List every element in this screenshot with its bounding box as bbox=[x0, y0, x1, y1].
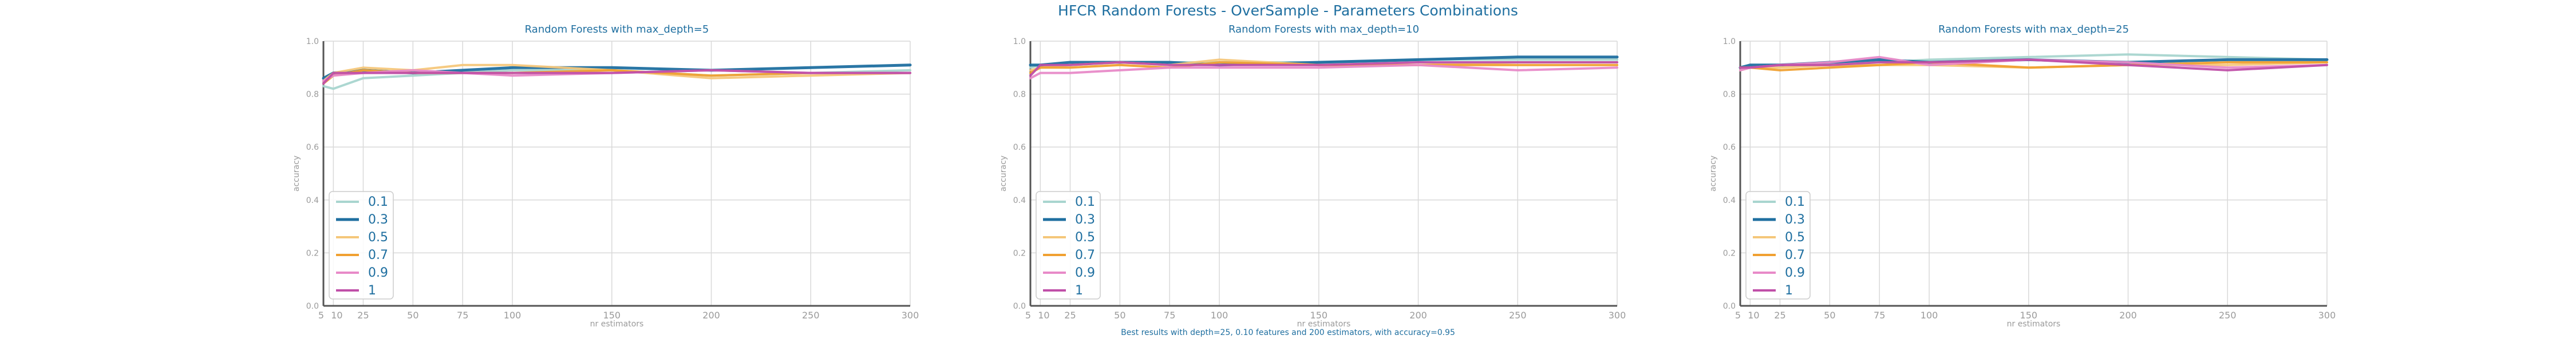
x-tick-label: 250 bbox=[802, 310, 820, 321]
y-tick-label: 0.2 bbox=[306, 249, 319, 258]
legend-label: 0.3 bbox=[1785, 213, 1805, 227]
x-tick-label: 250 bbox=[2219, 310, 2237, 321]
legend-label: 0.5 bbox=[368, 230, 388, 245]
legend-label: 1 bbox=[368, 284, 376, 298]
y-tick-label: 0.8 bbox=[1013, 90, 1026, 99]
chart-panel-3: 0.0 0.2 0.4 0.6 0.8 1.0 5 10 25 50 75 100 150 200 250 3… bbox=[1709, 23, 2336, 329]
legend: 0.1 0.3 0.5 0.7 0.9 1 bbox=[1745, 191, 1811, 300]
legend-label: 1 bbox=[1075, 284, 1083, 298]
series-line-1 bbox=[1029, 61, 1618, 77]
x-tick-label: 5 bbox=[318, 310, 324, 321]
legend-label: 0.9 bbox=[1075, 266, 1095, 280]
y-axis-label: accuracy bbox=[1709, 155, 1718, 192]
y-tick-label: 1.0 bbox=[1723, 37, 1736, 46]
x-tick-label: 75 bbox=[457, 310, 468, 321]
series-line-1 bbox=[1739, 58, 2328, 71]
x-tick-label: 100 bbox=[1921, 310, 1938, 321]
series-line-0.5 bbox=[322, 63, 911, 82]
series-line-0.3 bbox=[1029, 55, 1619, 67]
chart-panel-1: 0.0 0.2 0.4 0.6 0.8 1.0 5 10 25 50 75 100 150 200 250 3… bbox=[292, 23, 919, 329]
x-tick-label: 300 bbox=[2318, 310, 2336, 321]
figure-suptitle: HFCR Random Forests - OverSample - Param… bbox=[1058, 2, 1518, 19]
x-tick-label: 300 bbox=[902, 310, 919, 321]
legend-label: 0.5 bbox=[1075, 230, 1095, 245]
x-tick-label: 10 bbox=[331, 310, 342, 321]
x-tick-label: 50 bbox=[407, 310, 418, 321]
x-tick-label: 75 bbox=[1874, 310, 1885, 321]
chart-title: Random Forests with max_depth=25 bbox=[1938, 23, 2129, 35]
x-tick-label: 250 bbox=[1509, 310, 1527, 321]
x-tick-label: 150 bbox=[2020, 310, 2038, 321]
legend-label: 0.9 bbox=[1785, 266, 1805, 280]
x-tick-label: 5 bbox=[1025, 310, 1031, 321]
x-tick-label: 10 bbox=[1038, 310, 1049, 321]
x-tick-label: 300 bbox=[1609, 310, 1626, 321]
x-tick-label: 50 bbox=[1824, 310, 1835, 321]
legend-label: 0.1 bbox=[368, 195, 388, 209]
x-tick-label: 75 bbox=[1164, 310, 1175, 321]
figure-footnote: Best results with depth=25, 0.10 feature… bbox=[1121, 328, 1455, 337]
legend-label: 0.7 bbox=[1785, 248, 1805, 262]
series-line-1 bbox=[322, 69, 911, 85]
x-tick-label: 25 bbox=[1774, 310, 1785, 321]
legend-label: 0.3 bbox=[368, 213, 388, 227]
y-axis-label: accuracy bbox=[292, 155, 301, 192]
y-tick-label: 0.6 bbox=[1013, 143, 1026, 152]
x-tick-label: 25 bbox=[357, 310, 369, 321]
x-tick-label: 100 bbox=[1211, 310, 1228, 321]
y-tick-label: 0.0 bbox=[306, 302, 319, 311]
y-tick-label: 0.4 bbox=[1013, 196, 1026, 205]
legend: 0.1 0.3 0.5 0.7 0.9 1 bbox=[1036, 191, 1101, 300]
series-line-0.7 bbox=[1739, 61, 2328, 71]
y-tick-label: 0.4 bbox=[306, 196, 319, 205]
x-tick-label: 10 bbox=[1748, 310, 1759, 321]
legend-label: 0.1 bbox=[1075, 195, 1095, 209]
legend-label: 0.1 bbox=[1785, 195, 1805, 209]
x-tick-label: 150 bbox=[603, 310, 621, 321]
y-tick-label: 0.8 bbox=[306, 90, 319, 99]
x-axis-label: nr estimators bbox=[590, 320, 644, 329]
chart-title: Random Forests with max_depth=5 bbox=[525, 23, 709, 35]
legend-label: 0.9 bbox=[368, 266, 388, 280]
y-tick-label: 0.2 bbox=[1013, 249, 1026, 258]
x-tick-label: 200 bbox=[702, 310, 720, 321]
x-tick-label: 5 bbox=[1735, 310, 1741, 321]
x-tick-label: 200 bbox=[1409, 310, 1427, 321]
x-axis-label: nr estimators bbox=[2007, 320, 2061, 329]
chart-title: Random Forests with max_depth=10 bbox=[1228, 23, 1419, 35]
y-tick-label: 0.0 bbox=[1013, 302, 1026, 311]
x-tick-label: 150 bbox=[1310, 310, 1328, 321]
y-tick-label: 0.0 bbox=[1723, 302, 1736, 311]
series-line-0.9 bbox=[1029, 63, 1618, 79]
y-tick-label: 0.6 bbox=[1723, 143, 1736, 152]
x-tick-label: 200 bbox=[2119, 310, 2137, 321]
x-tick-label: 50 bbox=[1114, 310, 1125, 321]
legend: 0.1 0.3 0.5 0.7 0.9 1 bbox=[329, 191, 394, 300]
y-tick-label: 0.8 bbox=[1723, 90, 1736, 99]
legend-label: 0.5 bbox=[1785, 230, 1805, 245]
legend-label: 1 bbox=[1785, 284, 1793, 298]
x-tick-label: 100 bbox=[504, 310, 521, 321]
x-axis-label: nr estimators bbox=[1297, 320, 1351, 329]
y-tick-label: 0.2 bbox=[1723, 249, 1736, 258]
x-tick-label: 25 bbox=[1064, 310, 1076, 321]
y-tick-label: 1.0 bbox=[306, 37, 319, 46]
series-line-0.5 bbox=[1029, 58, 1618, 71]
y-axis-label: accuracy bbox=[999, 155, 1008, 192]
legend-label: 0.7 bbox=[1075, 248, 1095, 262]
legend-label: 0.7 bbox=[368, 248, 388, 262]
y-tick-label: 1.0 bbox=[1013, 37, 1026, 46]
chart-panel-2: 0.0 0.2 0.4 0.6 0.8 1.0 5 10 25 50 75 100 150 200 250 3… bbox=[999, 23, 1626, 329]
y-tick-label: 0.4 bbox=[1723, 196, 1736, 205]
series-line-0.3 bbox=[322, 63, 912, 80]
y-tick-label: 0.6 bbox=[306, 143, 319, 152]
legend-label: 0.3 bbox=[1075, 213, 1095, 227]
